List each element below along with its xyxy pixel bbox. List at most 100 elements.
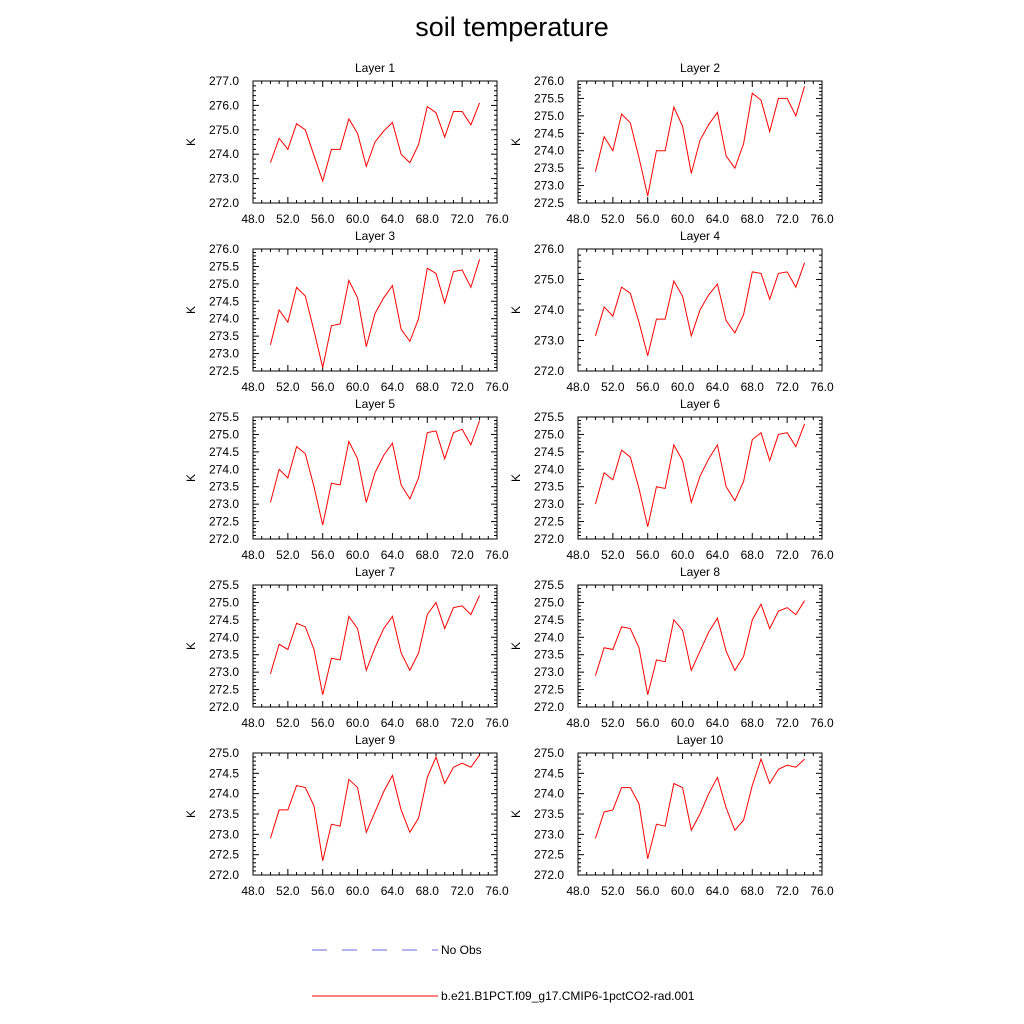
panel-10-y-tick-label: 272.5 bbox=[534, 848, 564, 862]
panel-1-y-tick-label: 274.0 bbox=[209, 147, 239, 161]
panel-9-y-tick-label: 273.0 bbox=[209, 827, 239, 841]
panel-6-series-line bbox=[594, 423, 806, 527]
panel-2-series-line bbox=[594, 86, 806, 197]
panel-9-y-tick-label: 274.0 bbox=[209, 787, 239, 801]
panel-7-x-tick-label: 64.0 bbox=[381, 716, 405, 730]
panel-3-series-line bbox=[269, 259, 481, 368]
panel-1-y-tick-label: 277.0 bbox=[209, 74, 239, 88]
panel-7-x-tick-label: 52.0 bbox=[276, 716, 300, 730]
panel-1-x-tick-label: 56.0 bbox=[311, 212, 335, 226]
panel-9-y-tick-label: 272.5 bbox=[209, 848, 239, 862]
panel-3-x-tick-label: 72.0 bbox=[450, 380, 474, 394]
panel-2-x-tick-label: 60.0 bbox=[671, 212, 695, 226]
panel-3-x-tick-label: 56.0 bbox=[311, 380, 335, 394]
panel-8-y-tick-label: 272.5 bbox=[534, 683, 564, 697]
panel-3-y-tick-label: 272.5 bbox=[209, 364, 239, 378]
panel-3-x-tick-label: 60.0 bbox=[346, 380, 370, 394]
panel-5-y-tick-label: 274.0 bbox=[209, 462, 239, 476]
panel-4-y-tick-label: 274.0 bbox=[534, 303, 564, 317]
panel-9-y-tick-label: 273.5 bbox=[209, 807, 239, 821]
panel-3-y-tick-label: 273.5 bbox=[209, 329, 239, 343]
panel-7-series-line bbox=[269, 595, 481, 695]
panel-5-y-tick-label: 273.5 bbox=[209, 480, 239, 494]
legend-label-no-obs: No Obs bbox=[441, 943, 482, 957]
panel-7-y-tick-label: 273.5 bbox=[209, 648, 239, 662]
panel-8-x-tick-label: 56.0 bbox=[636, 716, 660, 730]
panel-9-y-tick-label: 275.0 bbox=[209, 746, 239, 760]
panel-3-ylabel: K bbox=[184, 306, 198, 314]
panel-1-x-tick-label: 60.0 bbox=[346, 212, 370, 226]
panel-8-x-tick-label: 52.0 bbox=[601, 716, 625, 730]
panel-6-y-tick-label: 272.5 bbox=[534, 515, 564, 529]
panel-8-y-tick-label: 273.0 bbox=[534, 665, 564, 679]
panel-10-series-line bbox=[594, 757, 805, 859]
panel-5-x-tick-label: 60.0 bbox=[346, 548, 370, 562]
panel-4-x-tick-label: 72.0 bbox=[775, 380, 799, 394]
panel-2-title: Layer 2 bbox=[680, 61, 720, 75]
panel-3-x-tick-label: 64.0 bbox=[381, 380, 405, 394]
panel-5-x-tick-label: 52.0 bbox=[276, 548, 300, 562]
panel-4-series-line bbox=[594, 262, 806, 356]
panel-7-title: Layer 7 bbox=[355, 565, 395, 579]
panel-6-y-tick-label: 273.5 bbox=[534, 480, 564, 494]
panel-3-y-tick-label: 274.5 bbox=[209, 294, 239, 308]
panel-6-y-tick-label: 274.0 bbox=[534, 462, 564, 476]
panel-9-series-line bbox=[269, 754, 480, 861]
panel-4-x-tick-label: 48.0 bbox=[566, 380, 590, 394]
panel-8-title: Layer 8 bbox=[680, 565, 720, 579]
panel-1-x-tick-label: 76.0 bbox=[485, 212, 509, 226]
panel-1-x-tick-label: 72.0 bbox=[450, 212, 474, 226]
panel-1-y-tick-label: 275.0 bbox=[209, 123, 239, 137]
panel-5-y-tick-label: 272.5 bbox=[209, 515, 239, 529]
panel-4-y-tick-label: 275.0 bbox=[534, 273, 564, 287]
panel-4-y-tick-label: 276.0 bbox=[534, 242, 564, 256]
panel-1-ylabel: K bbox=[184, 138, 198, 146]
panel-8-y-tick-label: 273.5 bbox=[534, 648, 564, 662]
legend-label-model-run: b.e21.B1PCT.f09_g17.CMIP6-1pctCO2-rad.00… bbox=[441, 989, 695, 1003]
panel-2-x-tick-label: 52.0 bbox=[601, 212, 625, 226]
panel-3-y-tick-label: 274.0 bbox=[209, 312, 239, 326]
panel-1-x-tick-label: 52.0 bbox=[276, 212, 300, 226]
panel-8-y-tick-label: 275.0 bbox=[534, 595, 564, 609]
panel-8-x-tick-label: 48.0 bbox=[566, 716, 590, 730]
panel-5-series-line bbox=[269, 420, 481, 526]
panel-9-x-tick-label: 64.0 bbox=[381, 884, 405, 898]
panel-10-x-tick-label: 68.0 bbox=[741, 884, 765, 898]
panel-1-x-tick-label: 48.0 bbox=[241, 212, 265, 226]
panel-8-ylabel: K bbox=[509, 642, 523, 650]
panel-6-x-tick-label: 76.0 bbox=[810, 548, 834, 562]
panel-3-x-tick-label: 76.0 bbox=[485, 380, 509, 394]
panel-7-y-tick-label: 272.0 bbox=[209, 700, 239, 714]
panel-4-y-tick-label: 273.0 bbox=[534, 334, 564, 348]
panel-5-y-tick-label: 272.0 bbox=[209, 532, 239, 546]
panel-10-y-tick-label: 272.0 bbox=[534, 868, 564, 882]
panel-1-series-line bbox=[269, 102, 481, 183]
panel-10-x-tick-label: 48.0 bbox=[566, 884, 590, 898]
panel-2-y-tick-label: 275.5 bbox=[534, 91, 564, 105]
panel-2-ylabel: K bbox=[509, 138, 523, 146]
panel-2-y-tick-label: 275.0 bbox=[534, 109, 564, 123]
panel-2-y-tick-label: 273.0 bbox=[534, 179, 564, 193]
panel-2-x-tick-label: 48.0 bbox=[566, 212, 590, 226]
panel-9-x-tick-label: 76.0 bbox=[485, 884, 509, 898]
panel-7-x-tick-label: 76.0 bbox=[485, 716, 509, 730]
panel-7-x-tick-label: 56.0 bbox=[311, 716, 335, 730]
panel-4-title: Layer 4 bbox=[680, 229, 720, 243]
panel-4-x-tick-label: 56.0 bbox=[636, 380, 660, 394]
panel-3-plot-frame bbox=[252, 248, 498, 372]
panel-10-x-tick-label: 56.0 bbox=[636, 884, 660, 898]
panel-4-x-tick-label: 64.0 bbox=[706, 380, 730, 394]
panel-9-plot-frame bbox=[252, 752, 498, 876]
panel-7-x-tick-label: 48.0 bbox=[241, 716, 265, 730]
panel-5-y-tick-label: 275.0 bbox=[209, 427, 239, 441]
panel-2-y-tick-label: 272.5 bbox=[534, 196, 564, 210]
panel-7-y-tick-label: 275.0 bbox=[209, 595, 239, 609]
panel-7-ylabel: K bbox=[184, 642, 198, 650]
panel-5-x-tick-label: 56.0 bbox=[311, 548, 335, 562]
panel-5-x-tick-label: 76.0 bbox=[485, 548, 509, 562]
panel-7-y-tick-label: 274.5 bbox=[209, 613, 239, 627]
panel-7-x-tick-label: 68.0 bbox=[416, 716, 440, 730]
panel-2-y-tick-label: 276.0 bbox=[534, 74, 564, 88]
panel-1-title: Layer 1 bbox=[355, 61, 395, 75]
panel-5-y-tick-label: 274.5 bbox=[209, 445, 239, 459]
